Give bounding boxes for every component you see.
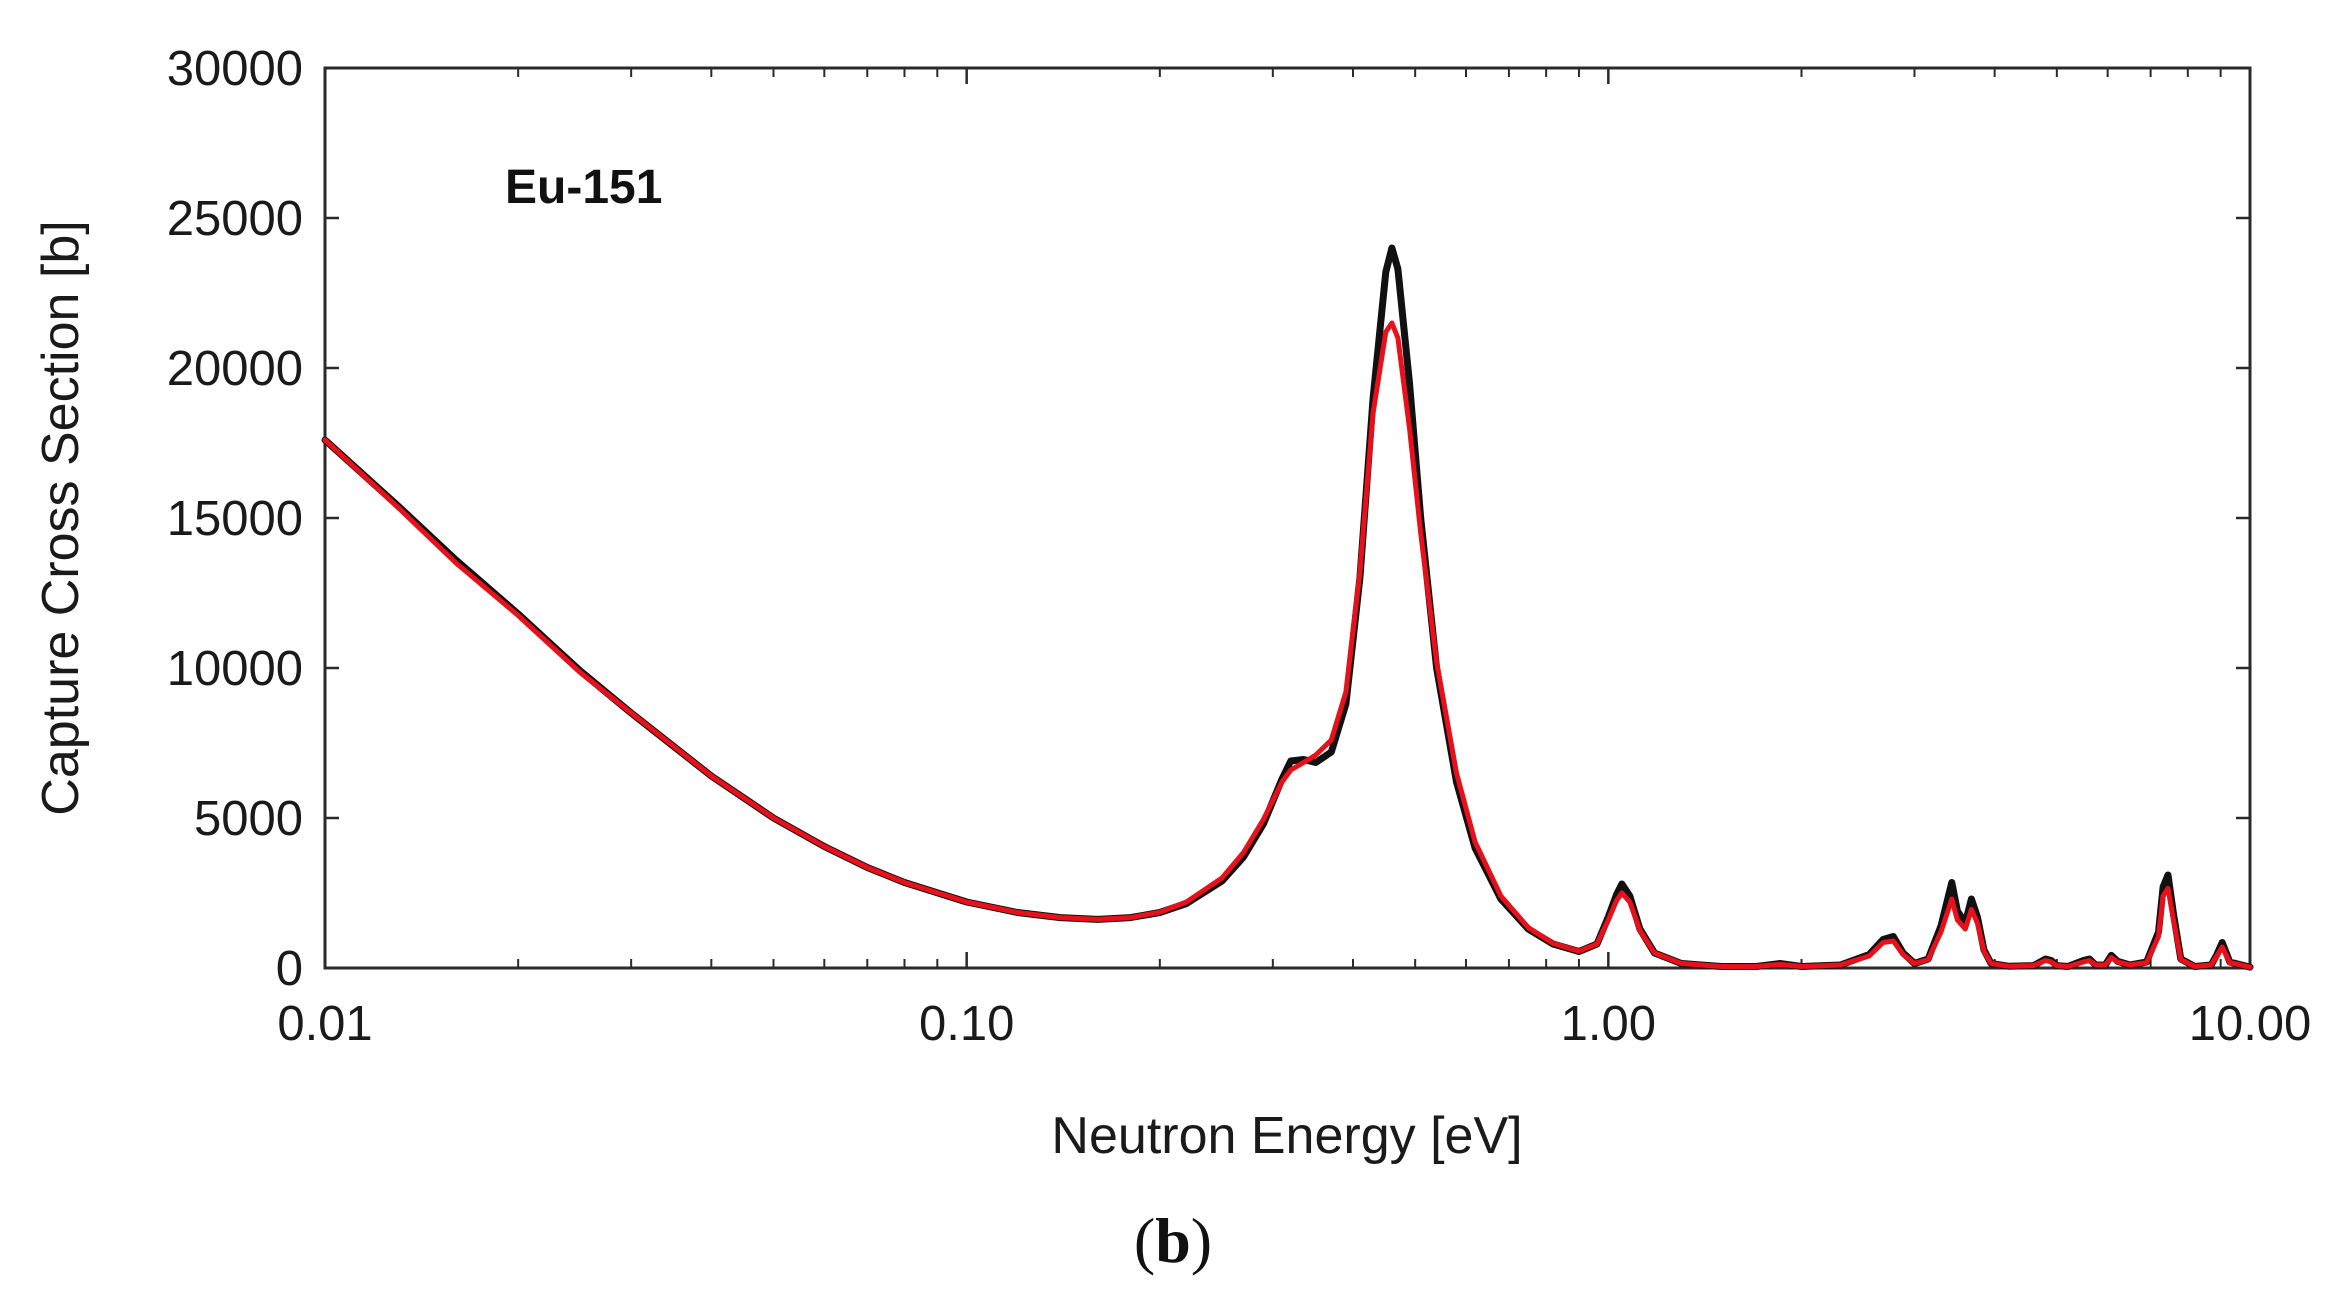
y-tick-label: 30000 (167, 42, 303, 96)
y-tick-label: 10000 (167, 642, 303, 696)
isotope-annotation: Eu-151 (505, 161, 662, 214)
y-tick-label: 25000 (167, 192, 303, 246)
x-axis-title: Neutron Energy [eV] (1051, 1107, 1522, 1165)
y-tick-label: 20000 (167, 342, 303, 396)
caption-open-paren: ( (1134, 1205, 1155, 1276)
y-tick-label: 0 (276, 942, 303, 996)
caption-letter: b (1155, 1205, 1191, 1276)
x-tick-label: 1.00 (1561, 997, 1656, 1051)
y-tick-label: 15000 (167, 492, 303, 546)
series-layer (321, 244, 2254, 971)
y-tick-label: 5000 (194, 792, 303, 846)
panel-caption: (b) (1134, 1205, 1212, 1276)
x-tick-label: 0.01 (277, 997, 372, 1051)
x-tick-label: 10.00 (2189, 997, 2312, 1051)
series-line-red (322, 320, 2253, 970)
x-tick-label: 0.10 (919, 997, 1014, 1051)
y-axis-ticks: 0 5000 10000 15000 20000 25000 30000 (167, 42, 2250, 996)
y-axis-title: Capture Cross Section [b] (32, 220, 90, 815)
series-line-black (321, 244, 2254, 971)
x-axis-ticks: 0.01 0.10 1.00 10.00 (277, 68, 2311, 1051)
caption-close-paren: ) (1191, 1205, 1212, 1276)
